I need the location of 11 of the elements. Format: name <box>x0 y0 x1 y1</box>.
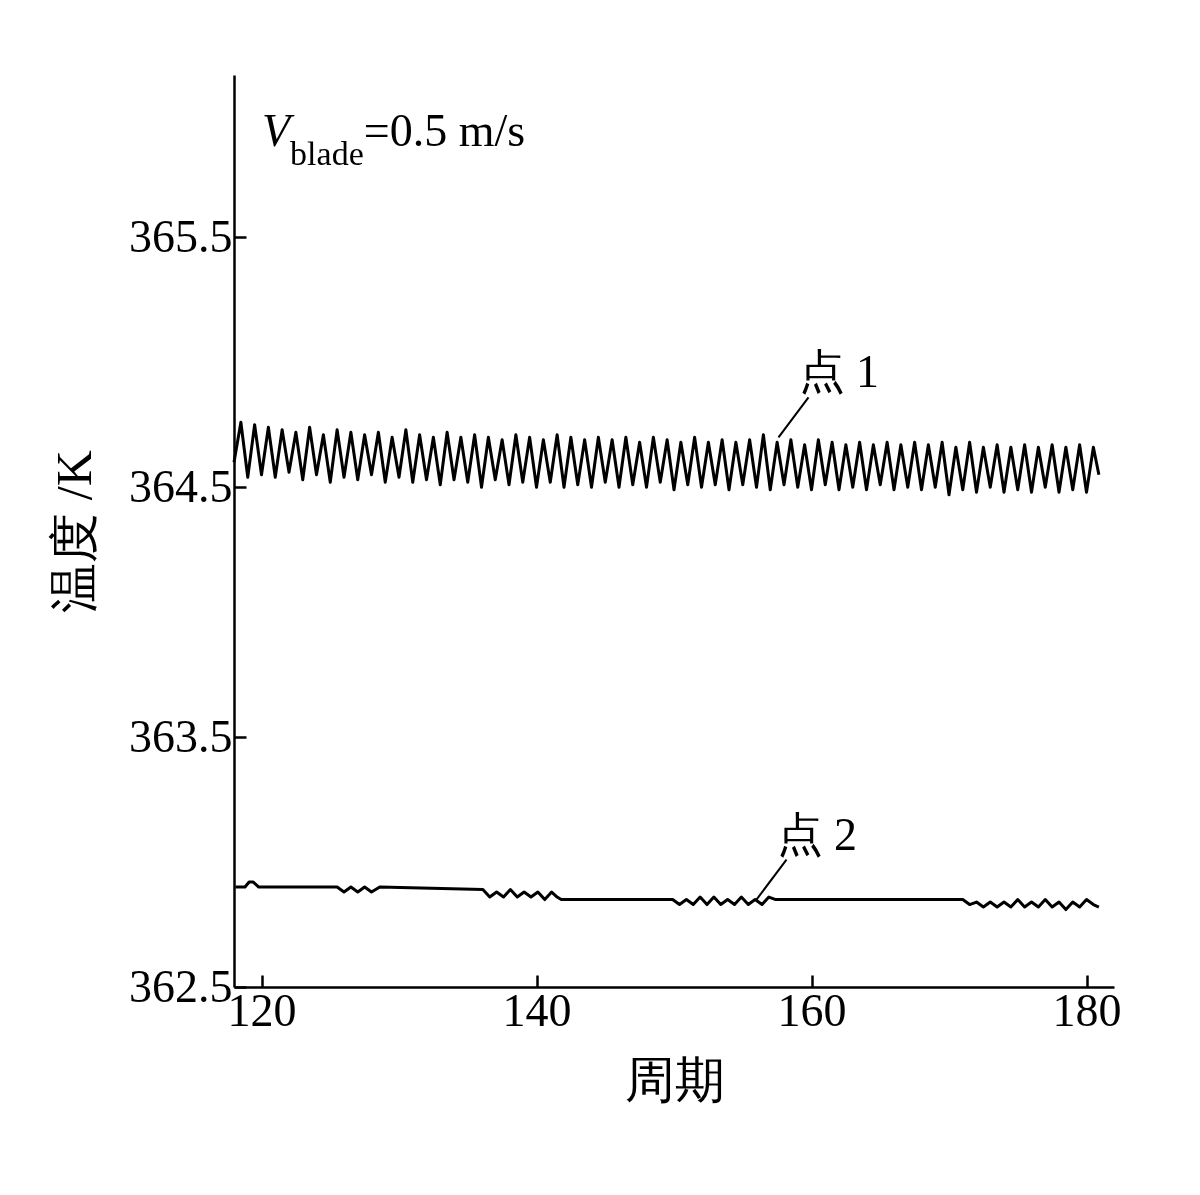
y-tick-label: 365.5 <box>129 210 233 262</box>
annotation: V$_{blade}$=0.5 m/s <box>262 105 526 172</box>
x-tick-label: 140 <box>502 984 572 1036</box>
y-tick-label: 363.5 <box>129 710 233 762</box>
x-tick-label: 180 <box>1052 984 1122 1036</box>
y-axis-title: 温度 /K <box>46 450 102 613</box>
annotation: 点 2 <box>776 808 857 860</box>
x-axis-title: 周期 <box>624 1051 725 1108</box>
y-tick-label: 364.5 <box>129 460 233 512</box>
annotation: 点 1 <box>798 346 879 398</box>
x-tick-label: 160 <box>777 984 847 1036</box>
